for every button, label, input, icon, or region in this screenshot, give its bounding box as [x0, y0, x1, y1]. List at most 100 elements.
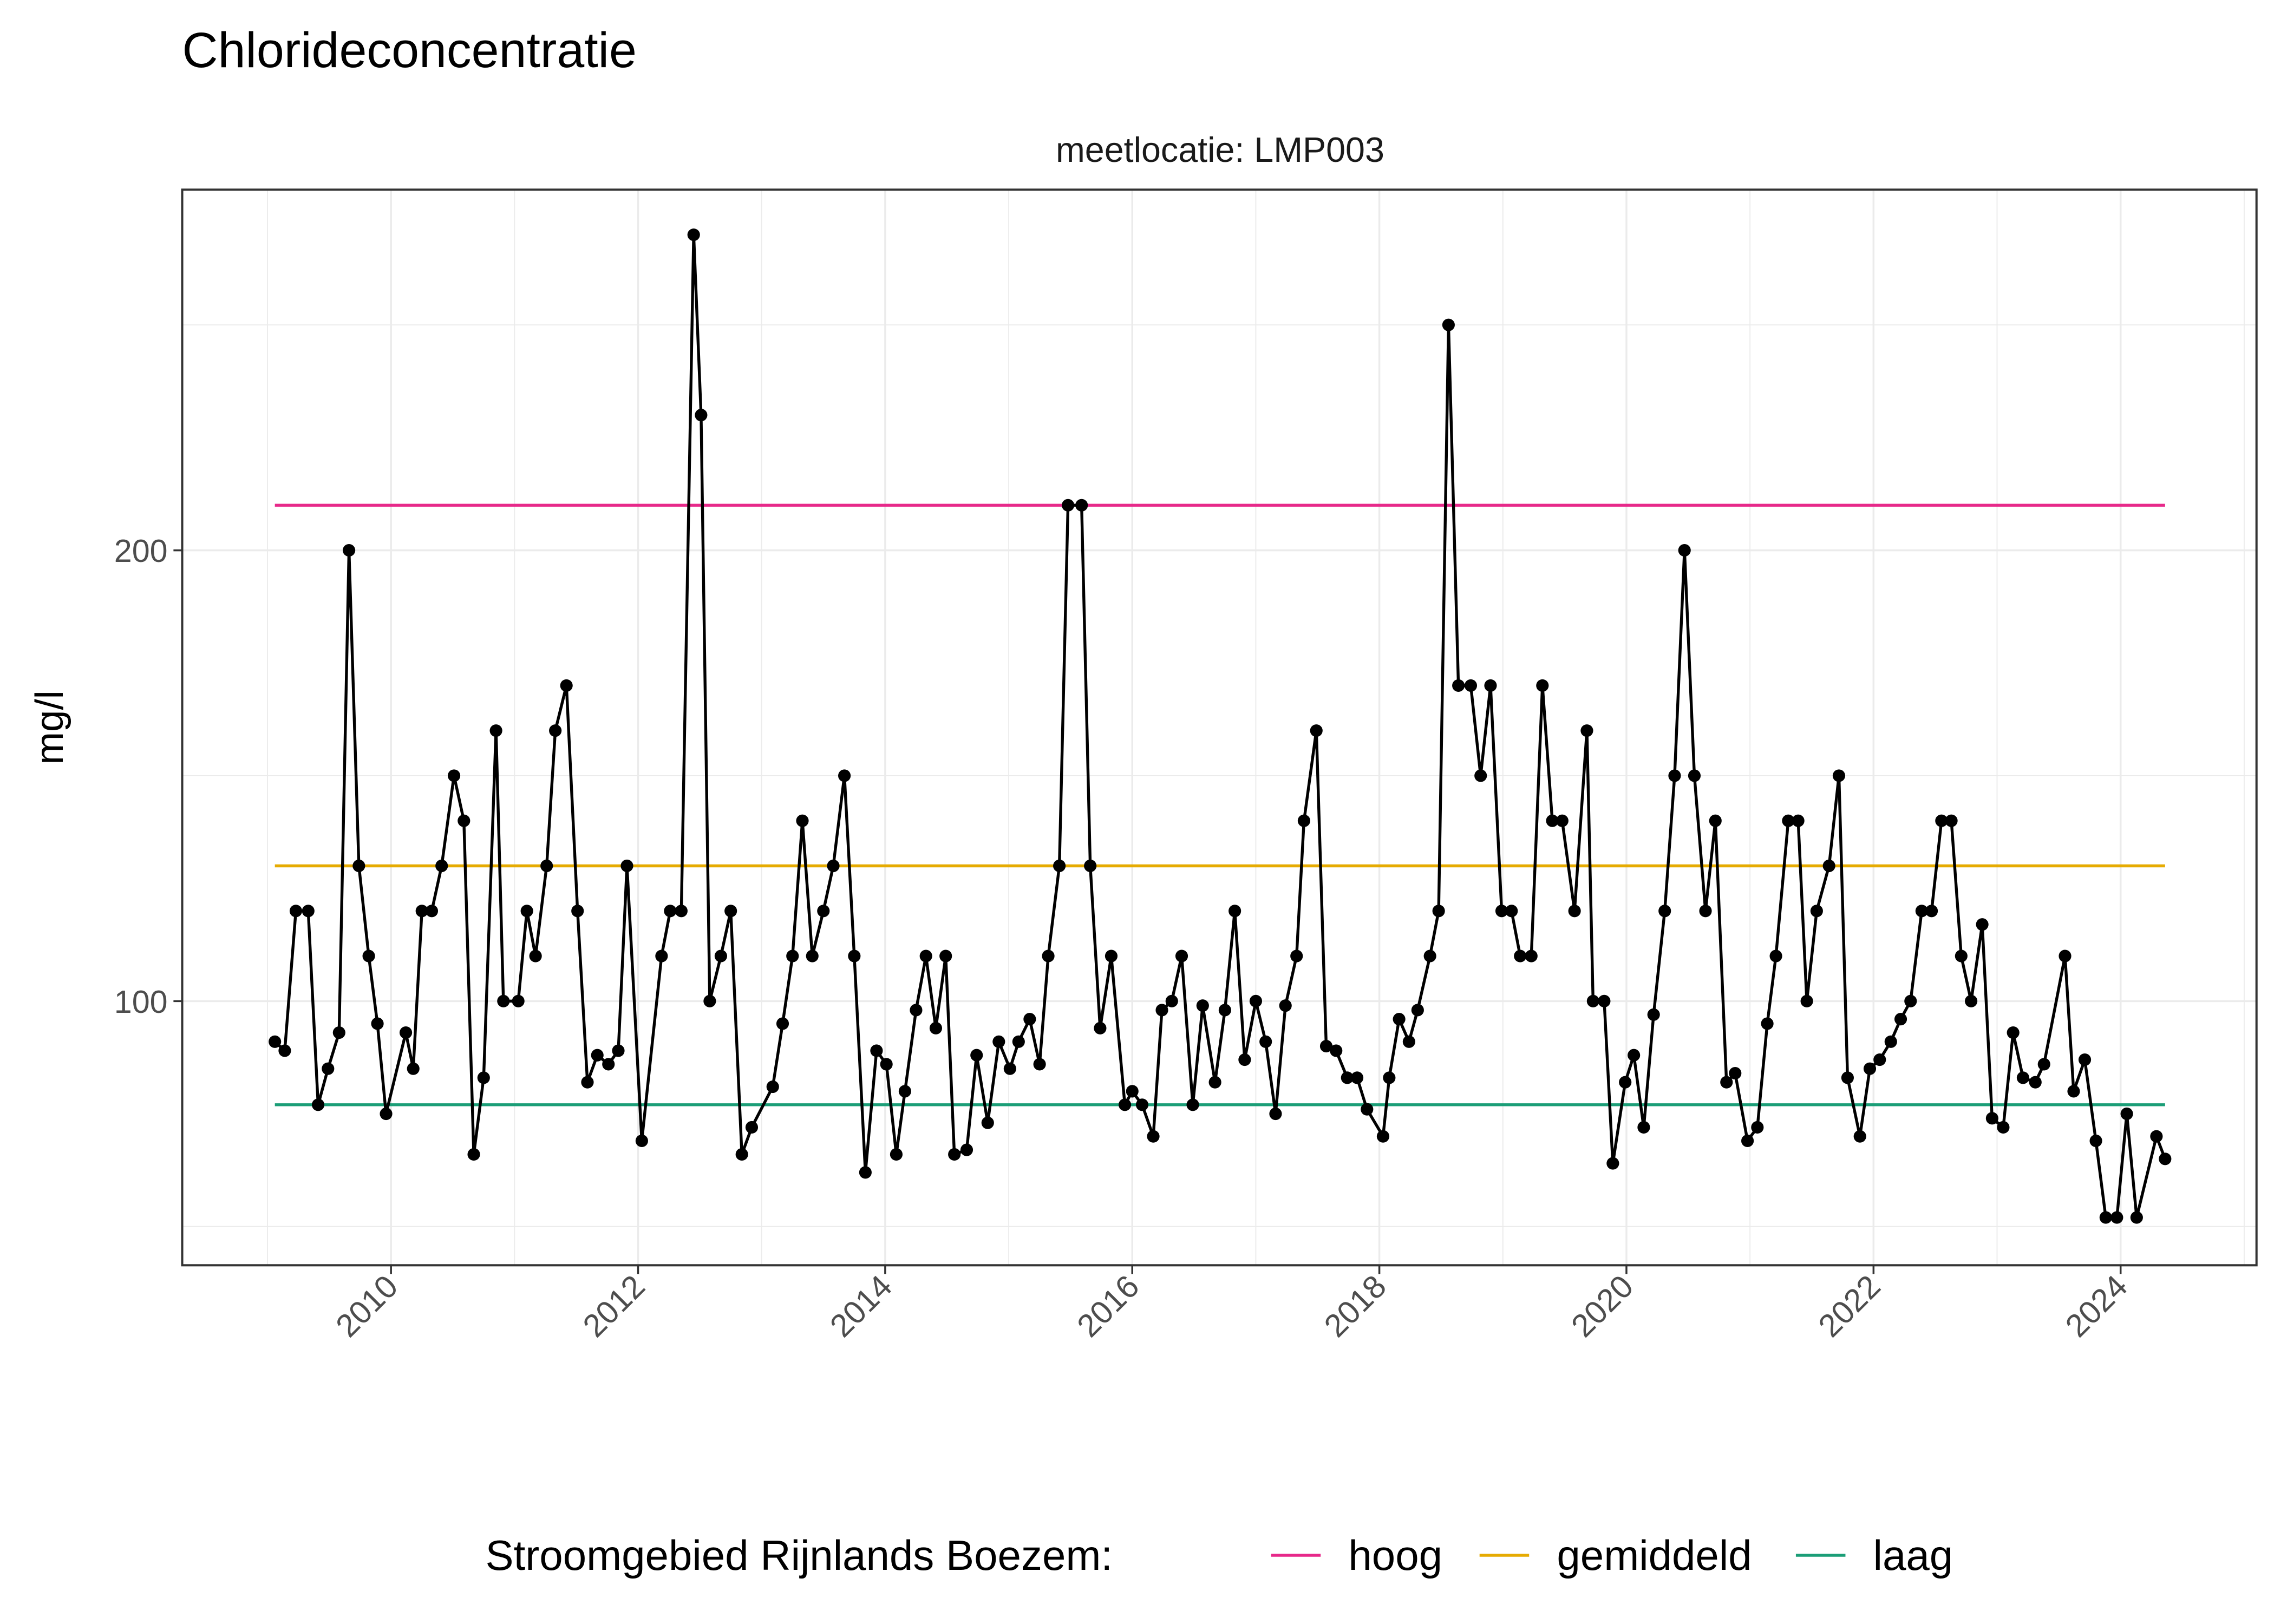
data-point [1442, 318, 1455, 331]
data-point [1606, 1157, 1619, 1170]
data-point [458, 814, 471, 827]
data-point [1361, 1103, 1374, 1116]
data-point [1720, 1076, 1733, 1089]
data-point [1997, 1121, 2010, 1134]
data-point [289, 905, 303, 918]
data-point [1186, 1098, 1199, 1111]
y-axis: 100 200 [114, 533, 182, 1020]
data-point [1699, 905, 1712, 918]
data-point [2037, 1058, 2050, 1071]
data-point [2089, 1134, 2102, 1148]
data-point [675, 905, 688, 918]
data-point [302, 905, 315, 918]
data-point [1751, 1121, 1764, 1134]
data-point [477, 1071, 490, 1084]
data-point [591, 1049, 604, 1062]
data-point [910, 1004, 923, 1017]
data-point [2130, 1211, 2143, 1224]
data-point [1259, 1035, 1272, 1048]
data-point [1411, 1004, 1424, 1017]
data-point [1904, 994, 1917, 1007]
data-point [1976, 918, 1989, 931]
data-point [1053, 859, 1066, 873]
data-point [380, 1107, 393, 1121]
data-point [992, 1035, 1005, 1048]
data-point [1003, 1062, 1016, 1075]
data-point [1175, 949, 1188, 962]
data-point [1423, 949, 1436, 962]
data-point [766, 1080, 779, 1093]
grid [182, 189, 2257, 1266]
data-point [1647, 1008, 1660, 1021]
data-point [960, 1143, 973, 1156]
data-point [898, 1085, 911, 1098]
data-point [817, 905, 830, 918]
data-point [1269, 1107, 1282, 1121]
data-point [970, 1049, 983, 1062]
data-point [407, 1062, 420, 1075]
data-point [635, 1134, 648, 1148]
data-point [529, 949, 542, 962]
data-point [1935, 814, 1948, 827]
data-point [497, 994, 510, 1007]
data-point [2067, 1085, 2080, 1098]
legend-label-gemiddeld: gemiddeld [1557, 1531, 1752, 1579]
data-point [1208, 1076, 1221, 1089]
data-point [1598, 994, 1611, 1007]
data-point [724, 905, 737, 918]
data-point [2159, 1152, 2172, 1165]
data-point [1042, 949, 1055, 962]
data-point [278, 1044, 291, 1057]
data-point [1033, 1058, 1046, 1071]
data-point [1023, 1013, 1036, 1026]
data-point [1688, 769, 1701, 782]
data-point [447, 769, 461, 782]
data-point [1474, 769, 1487, 782]
data-point [859, 1166, 872, 1179]
data-point [1319, 1040, 1333, 1053]
data-point [322, 1062, 335, 1075]
data-point [1729, 1066, 1742, 1080]
data-point [269, 1035, 282, 1048]
y-axis-label: mg/l [28, 690, 71, 764]
data-point [1568, 905, 1581, 918]
data-point [1894, 1013, 1907, 1026]
chart-title: Chlorideconcentratie [182, 23, 637, 78]
data-point [1841, 1071, 1854, 1084]
data-point [714, 949, 727, 962]
data-point [1484, 679, 1497, 692]
data-point [1147, 1130, 1160, 1143]
data-point [1279, 999, 1292, 1012]
reference-lines [275, 503, 2165, 1106]
data-point [520, 905, 533, 918]
data-point [1393, 1013, 1406, 1026]
legend: Stroomgebied Rijnlands Boezem: hoog gemid… [486, 1531, 1953, 1579]
data-point [1094, 1021, 1107, 1034]
data-point [664, 905, 677, 918]
data-point [352, 859, 365, 873]
data-point [1155, 1004, 1168, 1017]
data-point [1330, 1044, 1343, 1057]
data-point [1432, 905, 1445, 918]
data-point [838, 769, 851, 782]
data-point [1619, 1076, 1632, 1089]
data-point [981, 1116, 994, 1129]
data-point [1800, 994, 1813, 1007]
data-point [2110, 1211, 2123, 1224]
data-point [1505, 905, 1518, 918]
data-point [735, 1148, 748, 1161]
data-point [2007, 1026, 2020, 1039]
data-point [571, 905, 584, 918]
data-point [467, 1148, 480, 1161]
data-point [1637, 1121, 1650, 1134]
data-point [1135, 1098, 1149, 1111]
data-point [1105, 949, 1118, 962]
data-point [489, 724, 502, 737]
data-point [806, 949, 819, 962]
data-point [2059, 949, 2072, 962]
data-point [1495, 905, 1508, 918]
legend-label-laag: laag [1873, 1531, 1953, 1579]
data-point [1741, 1134, 1754, 1148]
data-point [1832, 769, 1846, 782]
